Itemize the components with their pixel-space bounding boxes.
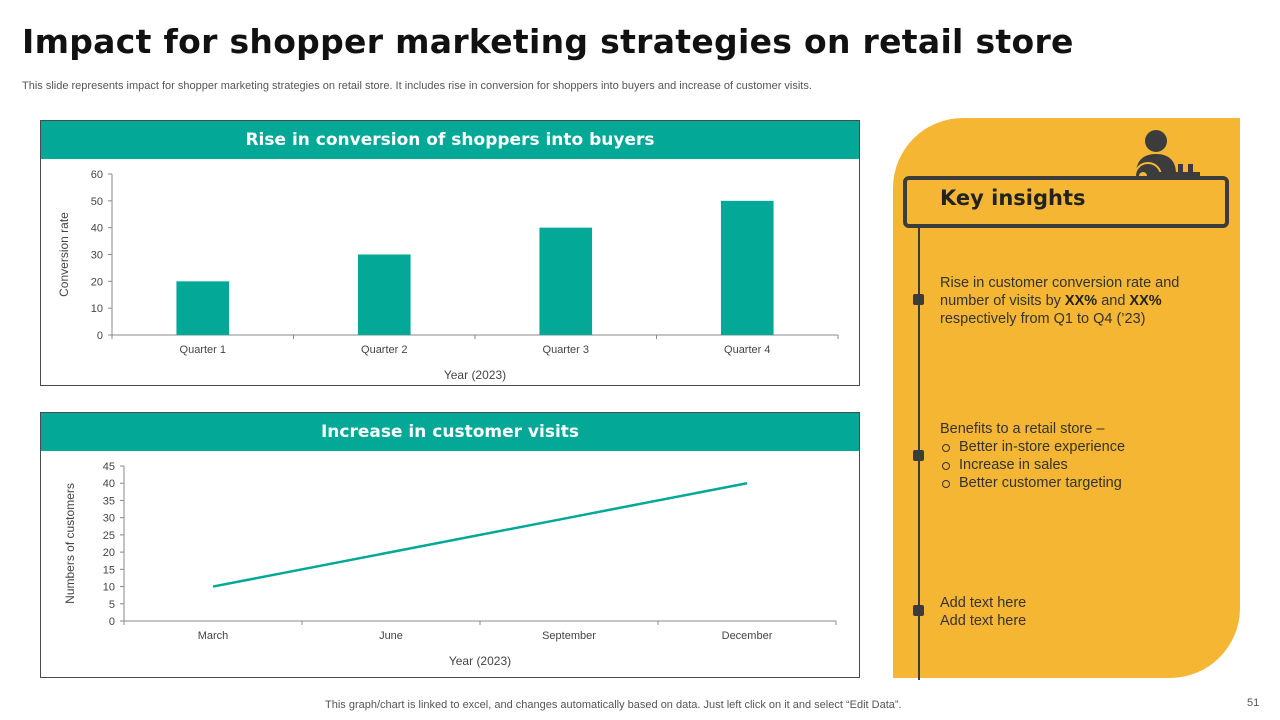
x-tick-label: December	[722, 630, 773, 642]
insight-item-2: Benefits to a retail store – Better in-s…	[940, 420, 1125, 492]
y-tick-label: 30	[103, 513, 115, 525]
insight-3-line-1: Add text here	[940, 595, 1027, 611]
x-tick-label: Quarter 4	[724, 344, 770, 356]
x-tick-label: Quarter 2	[361, 344, 407, 356]
page-number: 51	[1247, 697, 1260, 709]
bar-quarter-4	[720, 200, 774, 335]
y-axis-title: Conversion rate	[57, 212, 71, 297]
x-tick-label: June	[379, 630, 403, 642]
x-tick-label: Quarter 3	[543, 344, 589, 356]
y-tick-label: 50	[91, 196, 103, 208]
key-insights-box	[903, 176, 1229, 228]
insight-item-1: Rise in customer conversion rate and num…	[940, 274, 1179, 328]
y-tick-label: 5	[109, 599, 115, 611]
y-tick-label: 20	[91, 276, 103, 288]
x-tick-label: March	[198, 630, 229, 642]
y-tick-label: 40	[103, 478, 115, 490]
bar-quarter-3	[539, 227, 593, 335]
bar-quarter-2	[357, 254, 411, 335]
insight-item-3: Add text here Add text here	[940, 594, 1026, 630]
insight-1-line-2: number of visits by XX% and XX%	[940, 293, 1162, 309]
insight-3-line-2: Add text here	[940, 613, 1027, 629]
x-tick-label: Quarter 1	[180, 344, 226, 356]
y-tick-label: 20	[103, 547, 115, 559]
benefits-list: Better in-store experience Increase in s…	[940, 438, 1125, 492]
x-axis-title: Year (2023)	[449, 654, 511, 668]
y-tick-label: 25	[103, 530, 115, 542]
y-tick-label: 35	[103, 495, 115, 507]
conversion-chart-panel[interactable]: Rise in conversion of shoppers into buye…	[40, 120, 860, 386]
footer-note: This graph/chart is linked to excel, and…	[325, 699, 902, 711]
key-insights-title: Key insights	[940, 186, 1086, 210]
y-tick-label: 40	[91, 223, 103, 235]
y-tick-label: 30	[91, 250, 103, 262]
insight-2-heading: Benefits to a retail store –	[940, 421, 1105, 437]
x-axis-title: Year (2023)	[444, 368, 506, 382]
series-line-0	[212, 481, 748, 588]
y-tick-label: 15	[103, 564, 115, 576]
benefit-item: Increase in sales	[940, 456, 1125, 474]
timeline-marker-3	[913, 605, 924, 616]
benefit-item: Better in-store experience	[940, 438, 1125, 456]
insight-1-line-3: respectively from Q1 to Q4 (’23)	[940, 311, 1146, 327]
page-title: Impact for shopper marketing strategies …	[22, 22, 1074, 61]
visits-chart-panel[interactable]: Increase in customer visits 0 5 10 15 20 25 30…	[40, 412, 860, 678]
visits-line-chart[interactable]: 0 5 10 15 20 25 30 35 40 45 March June September Dece…	[41, 451, 859, 677]
conversion-chart-title: Rise in conversion of shoppers into buye…	[41, 121, 859, 159]
y-tick-label: 10	[91, 303, 103, 315]
y-tick-label: 0	[109, 616, 115, 628]
y-tick-label: 0	[97, 330, 103, 342]
benefit-item: Better customer targeting	[940, 474, 1125, 492]
y-axis-title: Numbers of customers	[63, 483, 77, 604]
visits-chart-title: Increase in customer visits	[41, 413, 859, 451]
bar-quarter-1	[176, 281, 230, 335]
y-tick-label: 45	[103, 461, 115, 473]
x-tick-label: September	[542, 630, 596, 642]
insight-1-line-1: Rise in customer conversion rate and	[940, 275, 1180, 291]
page-subtitle: This slide represents impact for shopper…	[22, 80, 812, 92]
y-tick-label: 10	[103, 582, 115, 594]
y-tick-label: 60	[91, 169, 103, 181]
timeline-marker-2	[913, 450, 924, 461]
timeline-marker-1	[913, 294, 924, 305]
conversion-bar-chart[interactable]: 0 10 20 30 40 50 60 Quarter 1 Quarter 2 Quarter 3…	[41, 159, 859, 385]
